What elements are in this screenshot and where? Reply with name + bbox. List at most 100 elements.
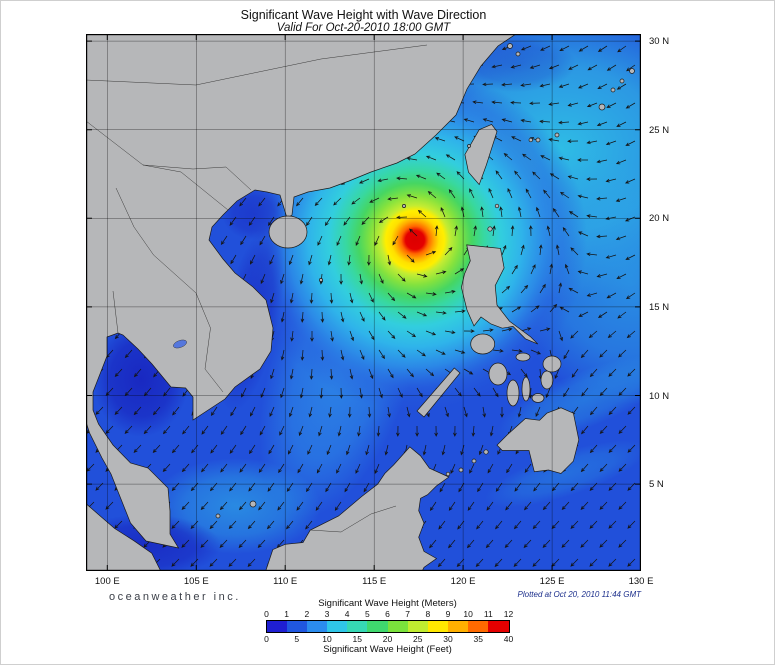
mindanao-island	[496, 407, 580, 474]
meters-tick: 8	[425, 609, 431, 619]
colorbar-block	[367, 621, 388, 632]
y-tick-label: 20 N	[649, 213, 670, 225]
colorbar	[265, 620, 510, 633]
island-dot	[598, 103, 606, 111]
x-tick-label: 115 E	[362, 576, 387, 587]
taiwan-island	[464, 123, 498, 186]
island-dot	[215, 513, 221, 519]
plotted-at-text: Plotted at Oct 20, 2010 11:44 GMT	[517, 590, 641, 599]
feet-tick: 15	[352, 634, 362, 644]
sumatra-island	[86, 503, 162, 571]
x-tick-label: 125 E	[539, 576, 565, 587]
colorbar-block	[488, 621, 509, 632]
y-tick-label: 15 N	[649, 301, 670, 313]
island-dot	[528, 137, 533, 143]
island-dot	[507, 43, 513, 49]
x-tick-label: 120 E	[450, 576, 476, 587]
colorbar-block	[286, 621, 307, 632]
x-tick-label: 110 E	[273, 576, 298, 587]
meters-tick: 7	[405, 609, 411, 619]
frame-ticks	[86, 34, 641, 571]
x-tick-label: 105 E	[183, 576, 209, 587]
feet-tick: 35	[473, 634, 483, 644]
island-dot	[402, 204, 406, 208]
island-dot	[458, 467, 464, 473]
island-dot	[535, 137, 541, 143]
meters-tick: 3	[324, 609, 330, 619]
colorbar-block	[266, 621, 287, 632]
island-dot	[515, 51, 521, 57]
colorbar-block	[306, 621, 328, 632]
wave-height-map	[86, 34, 641, 571]
feet-tick: 5	[294, 634, 300, 644]
colorbar-block	[327, 621, 348, 632]
feet-tick: 10	[322, 634, 332, 644]
luzon-island	[461, 244, 539, 345]
meridian-lines	[107, 34, 553, 571]
swell-streak-2	[484, 440, 641, 508]
plot-header: Significant Wave Height with Wave Direct…	[86, 8, 641, 34]
y-tick-label: 30 N	[649, 36, 670, 48]
island-dot	[319, 278, 323, 282]
colorbar-strip: 0 1 2 3 4 5 6 7 8 9 10 11 12 0 5 10 15 20 25 30 35 40	[264, 609, 514, 644]
map-frame	[86, 34, 641, 571]
meters-tick: 4	[344, 609, 350, 619]
island-dot	[487, 226, 493, 232]
island-ellipse	[531, 393, 545, 403]
colorbar-block	[468, 621, 489, 632]
island-ellipse	[470, 333, 496, 355]
oceanweather-branding: oceanweather inc.	[109, 591, 241, 603]
meters-tick: 12	[503, 609, 514, 619]
hainan-island	[268, 215, 308, 249]
island-dot	[494, 203, 500, 209]
feet-tick: 40	[503, 634, 514, 644]
island-ellipse	[506, 379, 520, 407]
colorbar-block	[407, 621, 428, 632]
palawan-island	[416, 367, 461, 418]
y-tick-label: 5 N	[649, 479, 664, 491]
island-dot	[619, 78, 625, 84]
island-dot	[629, 68, 635, 74]
x-tick-label: 130 E	[628, 576, 654, 587]
parallel-lines	[86, 40, 641, 485]
meters-tick: 11	[483, 609, 493, 619]
island-dot	[610, 87, 616, 93]
colorbar-block	[387, 621, 408, 632]
island-dot	[471, 458, 477, 464]
plot-subtitle: Valid For Oct-20-2010 18:00 GMT	[276, 22, 451, 34]
landmasses	[86, 34, 635, 571]
meters-tick: 1	[284, 609, 290, 619]
island-dot	[467, 144, 471, 148]
island-dot	[483, 449, 489, 455]
colorbar-block	[347, 621, 368, 632]
red-river	[142, 164, 229, 211]
borneo-border	[309, 505, 397, 533]
feet-ticks-row: 0 5 10 15 20 25 30 35 40	[264, 634, 514, 644]
feet-tick: 0	[264, 634, 269, 644]
grid-lines	[86, 34, 641, 571]
mainland-asia	[86, 34, 517, 549]
visayas-islands	[470, 333, 562, 407]
feet-label: Significant Wave Height (Feet)	[323, 644, 452, 655]
island-dot	[554, 132, 560, 138]
mekong-river	[115, 187, 224, 393]
island-dot	[445, 471, 451, 477]
feet-tick: 25	[413, 634, 423, 644]
meters-tick: 2	[304, 609, 310, 619]
island-ellipse	[540, 370, 554, 390]
border-line	[86, 120, 252, 191]
tonle-sap-lake	[173, 339, 187, 349]
feet-tick: 30	[443, 634, 453, 644]
y-tick-label: 25 N	[649, 124, 670, 136]
y-tick-label: 10 N	[649, 390, 670, 402]
x-tick-label: 100 E	[94, 576, 120, 587]
meters-tick: 9	[445, 609, 451, 619]
meters-tick: 5	[364, 609, 370, 619]
colorbar-block	[448, 621, 469, 632]
meters-ticks-row: 0 1 2 3 4 5 6 7 8 9 10 11 12	[264, 609, 514, 619]
island-dot	[249, 500, 257, 508]
island-ellipse	[521, 376, 531, 402]
plot-title: Significant Wave Height with Wave Direct…	[240, 8, 487, 22]
meters-tick: 6	[385, 609, 390, 619]
